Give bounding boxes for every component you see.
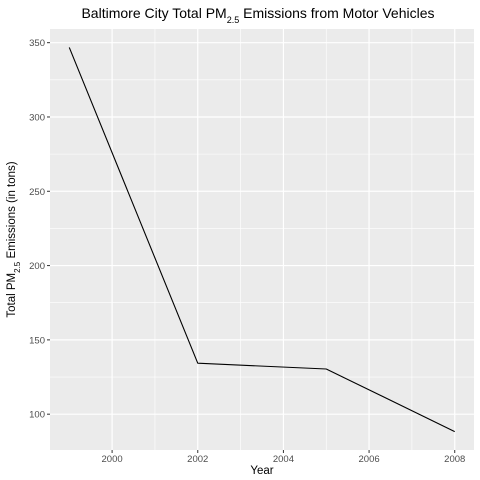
y-axis-label-prefix: Total PM [6,273,18,318]
series-layer [68,47,455,433]
y-tick-label: 200 [29,261,45,272]
y-tick-label: 150 [29,335,45,346]
plot-panel [50,29,474,450]
y-axis-label-subscript: 2.5 [13,261,22,273]
x-tick-label: 2000 [102,454,123,465]
y-tick-label: 250 [29,187,45,198]
y-tick-label: 300 [29,112,45,123]
grid-major [50,29,474,450]
x-tick-label: 2006 [359,454,380,465]
y-tick-label: 100 [29,410,45,421]
y-axis: 100 150 200 250 300 350 [29,38,50,421]
x-tick-label: 2004 [273,454,294,465]
x-axis-label: Year [250,465,273,477]
series-line [68,47,455,433]
chart-title: Baltimore City Total PM2.5 Emissions fro… [81,5,434,25]
y-axis-label: Total PM2.5 Emissions (in tons) [6,161,22,317]
grid-minor [50,29,474,450]
x-tick-label: 2008 [444,454,465,465]
chart-title-subscript: 2.5 [227,15,240,25]
chart-title-prefix: Baltimore City Total PM [81,5,226,21]
chart-title-suffix: Emissions from Motor Vehicles [239,5,434,21]
y-tick-label: 350 [29,38,45,49]
x-axis: 2000 2002 2004 2006 2008 [102,450,465,465]
x-tick-label: 2002 [187,454,208,465]
y-axis-label-suffix: Emissions (in tons) [6,161,18,262]
